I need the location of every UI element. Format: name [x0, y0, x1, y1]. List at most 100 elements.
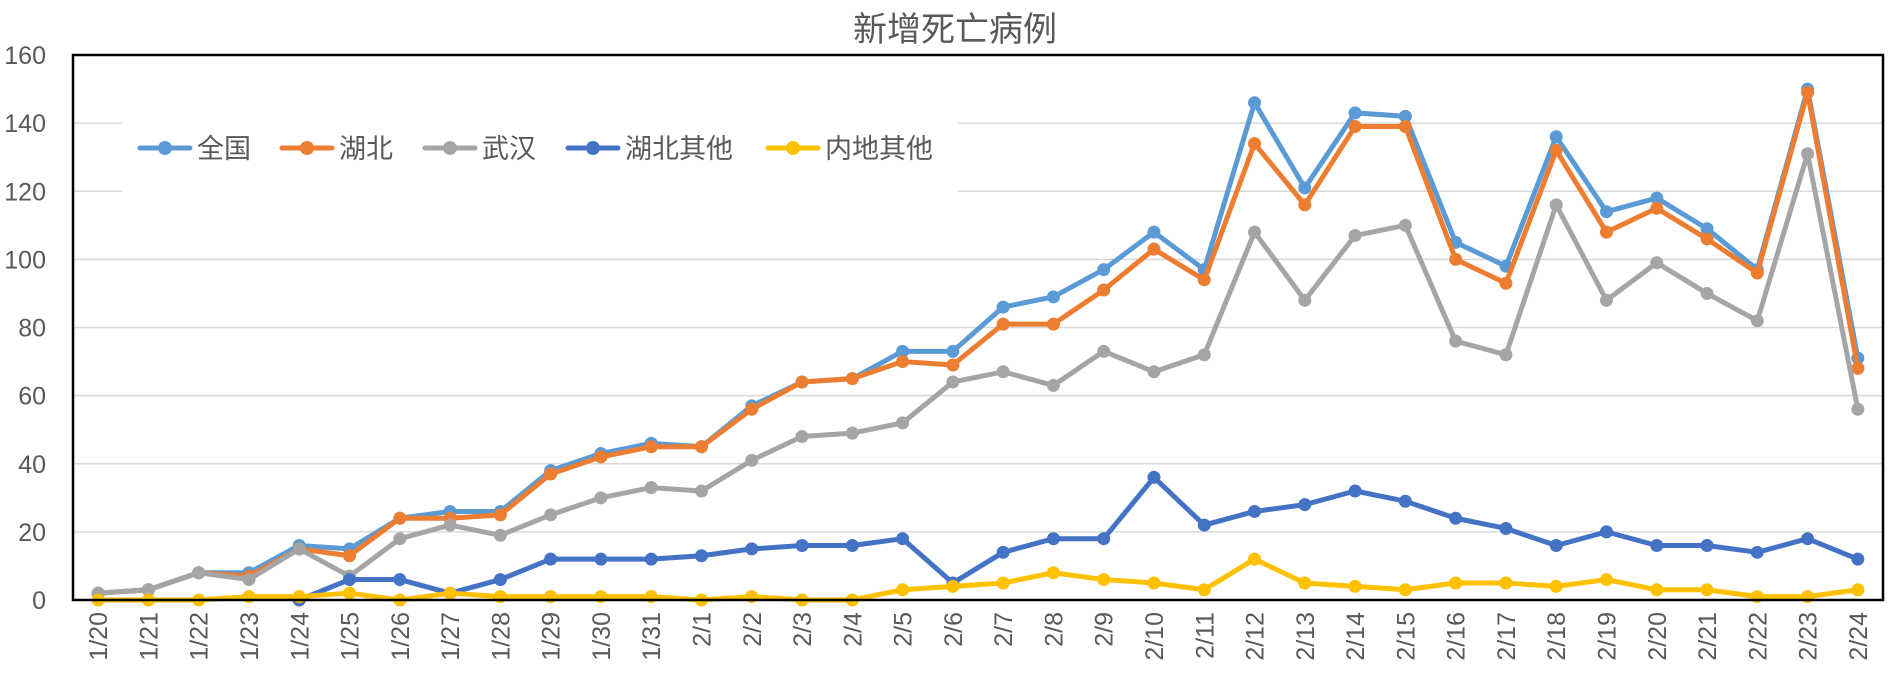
- y-tick-label: 40: [18, 451, 46, 479]
- x-tick-label: 1/28: [487, 612, 515, 661]
- x-tick-label: 2/10: [1141, 612, 1169, 661]
- data-point: [1599, 293, 1613, 307]
- x-tick-label: 2/19: [1593, 612, 1621, 661]
- x-tick-label: 2/12: [1242, 612, 1270, 661]
- x-tick-label: 1/24: [286, 612, 314, 661]
- data-point: [594, 491, 608, 505]
- data-point: [694, 440, 708, 454]
- y-tick-label: 60: [18, 383, 46, 411]
- data-point: [644, 552, 658, 566]
- data-point: [1046, 378, 1060, 392]
- data-point: [644, 440, 658, 454]
- data-point: [946, 344, 960, 358]
- data-point: [1248, 96, 1262, 110]
- data-point: [896, 344, 910, 358]
- data-point: [1398, 109, 1412, 123]
- data-point: [1851, 402, 1865, 416]
- data-point: [1348, 484, 1362, 498]
- x-tick-label: 1/31: [638, 612, 666, 661]
- data-point: [1650, 583, 1664, 597]
- data-point: [1147, 365, 1161, 379]
- data-point: [1801, 85, 1815, 99]
- x-tick-label: 2/24: [1845, 612, 1873, 661]
- data-point: [1248, 552, 1262, 566]
- data-point: [795, 375, 809, 389]
- x-tick-label: 1/25: [337, 612, 365, 661]
- legend-item-3[interactable]: 武汉: [422, 134, 536, 164]
- y-tick-label: 80: [18, 315, 46, 343]
- data-point: [1398, 218, 1412, 232]
- y-tick-label: 20: [18, 519, 46, 547]
- x-tick-label: 1/27: [437, 612, 465, 661]
- data-point: [393, 511, 407, 525]
- data-point: [393, 573, 407, 587]
- legend-item-1[interactable]: 全国: [137, 134, 251, 164]
- x-tick-label: 2/9: [1091, 612, 1119, 647]
- legend-swatch-marker: [443, 141, 457, 155]
- data-point: [1348, 229, 1362, 243]
- data-point: [1147, 242, 1161, 256]
- x-tick-label: 2/5: [890, 612, 918, 647]
- data-point: [1097, 283, 1111, 297]
- data-point: [1499, 521, 1513, 535]
- data-point: [1298, 181, 1312, 195]
- x-tick-label: 1/29: [538, 612, 566, 661]
- data-point: [1599, 225, 1613, 239]
- data-point: [1348, 106, 1362, 120]
- legend-item-4[interactable]: 湖北其他: [565, 134, 733, 164]
- data-point: [896, 355, 910, 369]
- y-tick-label: 120: [4, 178, 46, 206]
- data-point: [1398, 494, 1412, 508]
- legend[interactable]: 全国 湖北 武汉 湖北其他 内地其他: [137, 134, 933, 164]
- legend-box: [122, 122, 958, 192]
- x-tick-label: 2/22: [1744, 612, 1772, 661]
- data-point: [1248, 504, 1262, 518]
- data-point: [493, 528, 507, 542]
- x-tick-label: 1/21: [135, 612, 163, 661]
- y-axis-ticks: 0 20 40 60 80 100 120 140 160: [4, 42, 46, 615]
- x-tick-label: 1/30: [588, 612, 616, 661]
- data-point: [343, 573, 357, 587]
- legend-label: 内地其他: [825, 134, 933, 164]
- data-point: [694, 484, 708, 498]
- data-point: [896, 583, 910, 597]
- data-point: [1097, 263, 1111, 277]
- data-point: [544, 467, 558, 481]
- data-point: [1549, 579, 1563, 593]
- data-point: [141, 583, 155, 597]
- data-point: [1599, 525, 1613, 539]
- data-point: [1348, 579, 1362, 593]
- y-tick-label: 160: [4, 42, 46, 70]
- x-tick-label: 2/8: [1040, 612, 1068, 647]
- legend-item-2[interactable]: 湖北: [279, 134, 393, 164]
- data-point: [1499, 576, 1513, 590]
- data-point: [946, 579, 960, 593]
- legend-item-5[interactable]: 内地其他: [765, 134, 933, 164]
- data-point: [292, 542, 306, 556]
- data-point: [996, 365, 1010, 379]
- x-tick-label: 2/17: [1493, 612, 1521, 661]
- x-tick-label: 2/2: [739, 612, 767, 647]
- data-point: [845, 372, 859, 386]
- legend-swatch-marker: [586, 141, 600, 155]
- data-point: [1298, 293, 1312, 307]
- legend-label: 湖北其他: [625, 134, 733, 164]
- series-line: [296, 474, 1861, 603]
- x-tick-label: 2/6: [940, 612, 968, 647]
- data-point: [1097, 573, 1111, 587]
- data-point: [1197, 273, 1211, 287]
- data-point: [1700, 222, 1714, 236]
- legend-label: 武汉: [482, 134, 536, 164]
- data-point: [1147, 225, 1161, 239]
- data-point: [544, 508, 558, 522]
- data-point: [1700, 232, 1714, 246]
- data-point: [1851, 361, 1865, 375]
- data-point: [946, 358, 960, 372]
- series-3: [91, 147, 1865, 600]
- data-point: [1298, 576, 1312, 590]
- x-tick-label: 2/18: [1543, 612, 1571, 661]
- data-point: [745, 402, 759, 416]
- data-point: [1650, 191, 1664, 205]
- x-tick-label: 2/16: [1443, 612, 1471, 661]
- data-point: [1650, 201, 1664, 215]
